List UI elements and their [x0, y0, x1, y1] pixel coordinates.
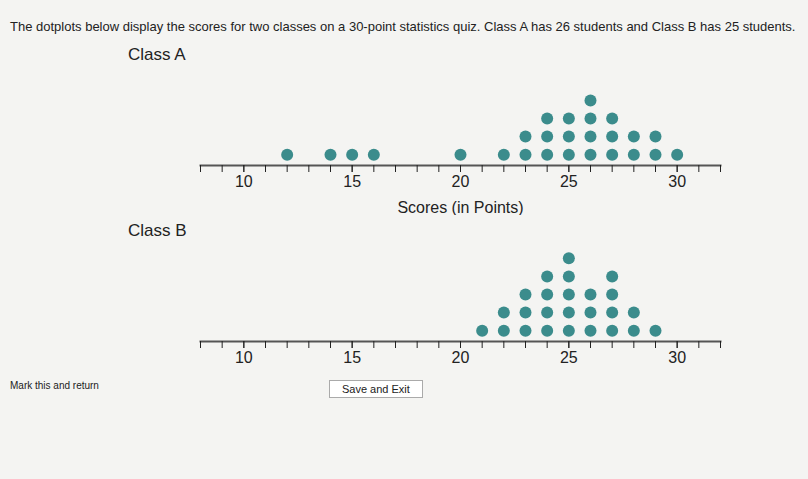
- svg-text:10: 10: [235, 173, 253, 190]
- html-text:Save and Exit: Save and Exit: [341, 383, 410, 395]
- html-text:The dotplots below display the: The dotplots below display the scores fo…: [10, 19, 796, 34]
- svg-text:20: 20: [452, 173, 470, 190]
- svg-text:30: 30: [668, 173, 686, 190]
- svg-text:30: 30: [668, 349, 686, 366]
- svg-text:25: 25: [560, 349, 578, 366]
- svg-text:25: 25: [560, 173, 578, 190]
- html-text:Class A: Class A: [128, 45, 186, 64]
- svg-text:10: 10: [235, 349, 253, 366]
- svg-text:15: 15: [343, 173, 361, 190]
- svg-text:Scores (in Points): Scores (in Points): [397, 199, 523, 216]
- html-text:Mark this and return: Mark this and return: [10, 380, 99, 391]
- svg-text:20: 20: [452, 349, 470, 366]
- html-text:Class B: Class B: [128, 221, 187, 240]
- svg-text:15: 15: [343, 349, 361, 366]
